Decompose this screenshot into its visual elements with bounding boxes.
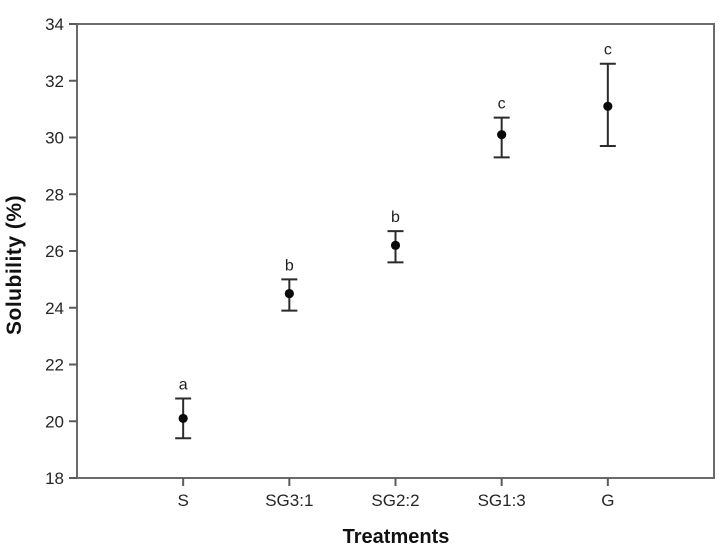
data-point-marker (497, 130, 507, 140)
data-point-group: c (493, 96, 510, 159)
x-axis-tick-label: SG1:3 (478, 491, 526, 510)
y-axis-tick-label: 22 (45, 356, 64, 375)
x-axis-tick-label: SG3:1 (265, 491, 313, 510)
significance-letter: c (498, 96, 506, 113)
x-axis-tick-label: S (177, 491, 188, 510)
significance-letter: a (179, 377, 188, 394)
y-axis-tick-label: 26 (45, 242, 64, 261)
data-point-group: b (387, 209, 404, 264)
significance-letter: b (285, 257, 294, 274)
x-axis-tick-label: SG2:2 (371, 491, 419, 510)
y-axis-tick-label: 20 (45, 412, 64, 431)
x-axis-title: Treatments (342, 526, 450, 548)
data-point-marker (390, 240, 401, 250)
significance-letter: c (604, 42, 612, 59)
y-axis: 18 20 22 24 26 28 30 32 34 (45, 15, 77, 488)
y-axis-tick-label: 30 (45, 129, 64, 148)
y-axis-tick-label: 32 (45, 72, 64, 91)
series-solubility: a b b c c (175, 42, 616, 440)
y-axis-tick-label: 28 (45, 185, 64, 204)
y-axis-tick-label: 18 (45, 469, 64, 488)
x-axis: S SG3:1 SG2:2 SG1:3 G (177, 478, 614, 510)
y-axis-tick-label: 34 (45, 15, 64, 34)
y-axis-title: Solubility (%) (3, 195, 26, 335)
data-point-marker (178, 413, 188, 424)
x-axis-tick-label: G (601, 491, 614, 510)
data-point-marker (284, 288, 294, 299)
data-point-group: b (281, 257, 298, 312)
data-point-group: a (175, 377, 192, 440)
data-point-group: c (599, 42, 616, 148)
y-axis-tick-label: 24 (45, 299, 64, 318)
data-point-marker (603, 101, 613, 111)
significance-letter: b (391, 209, 400, 226)
